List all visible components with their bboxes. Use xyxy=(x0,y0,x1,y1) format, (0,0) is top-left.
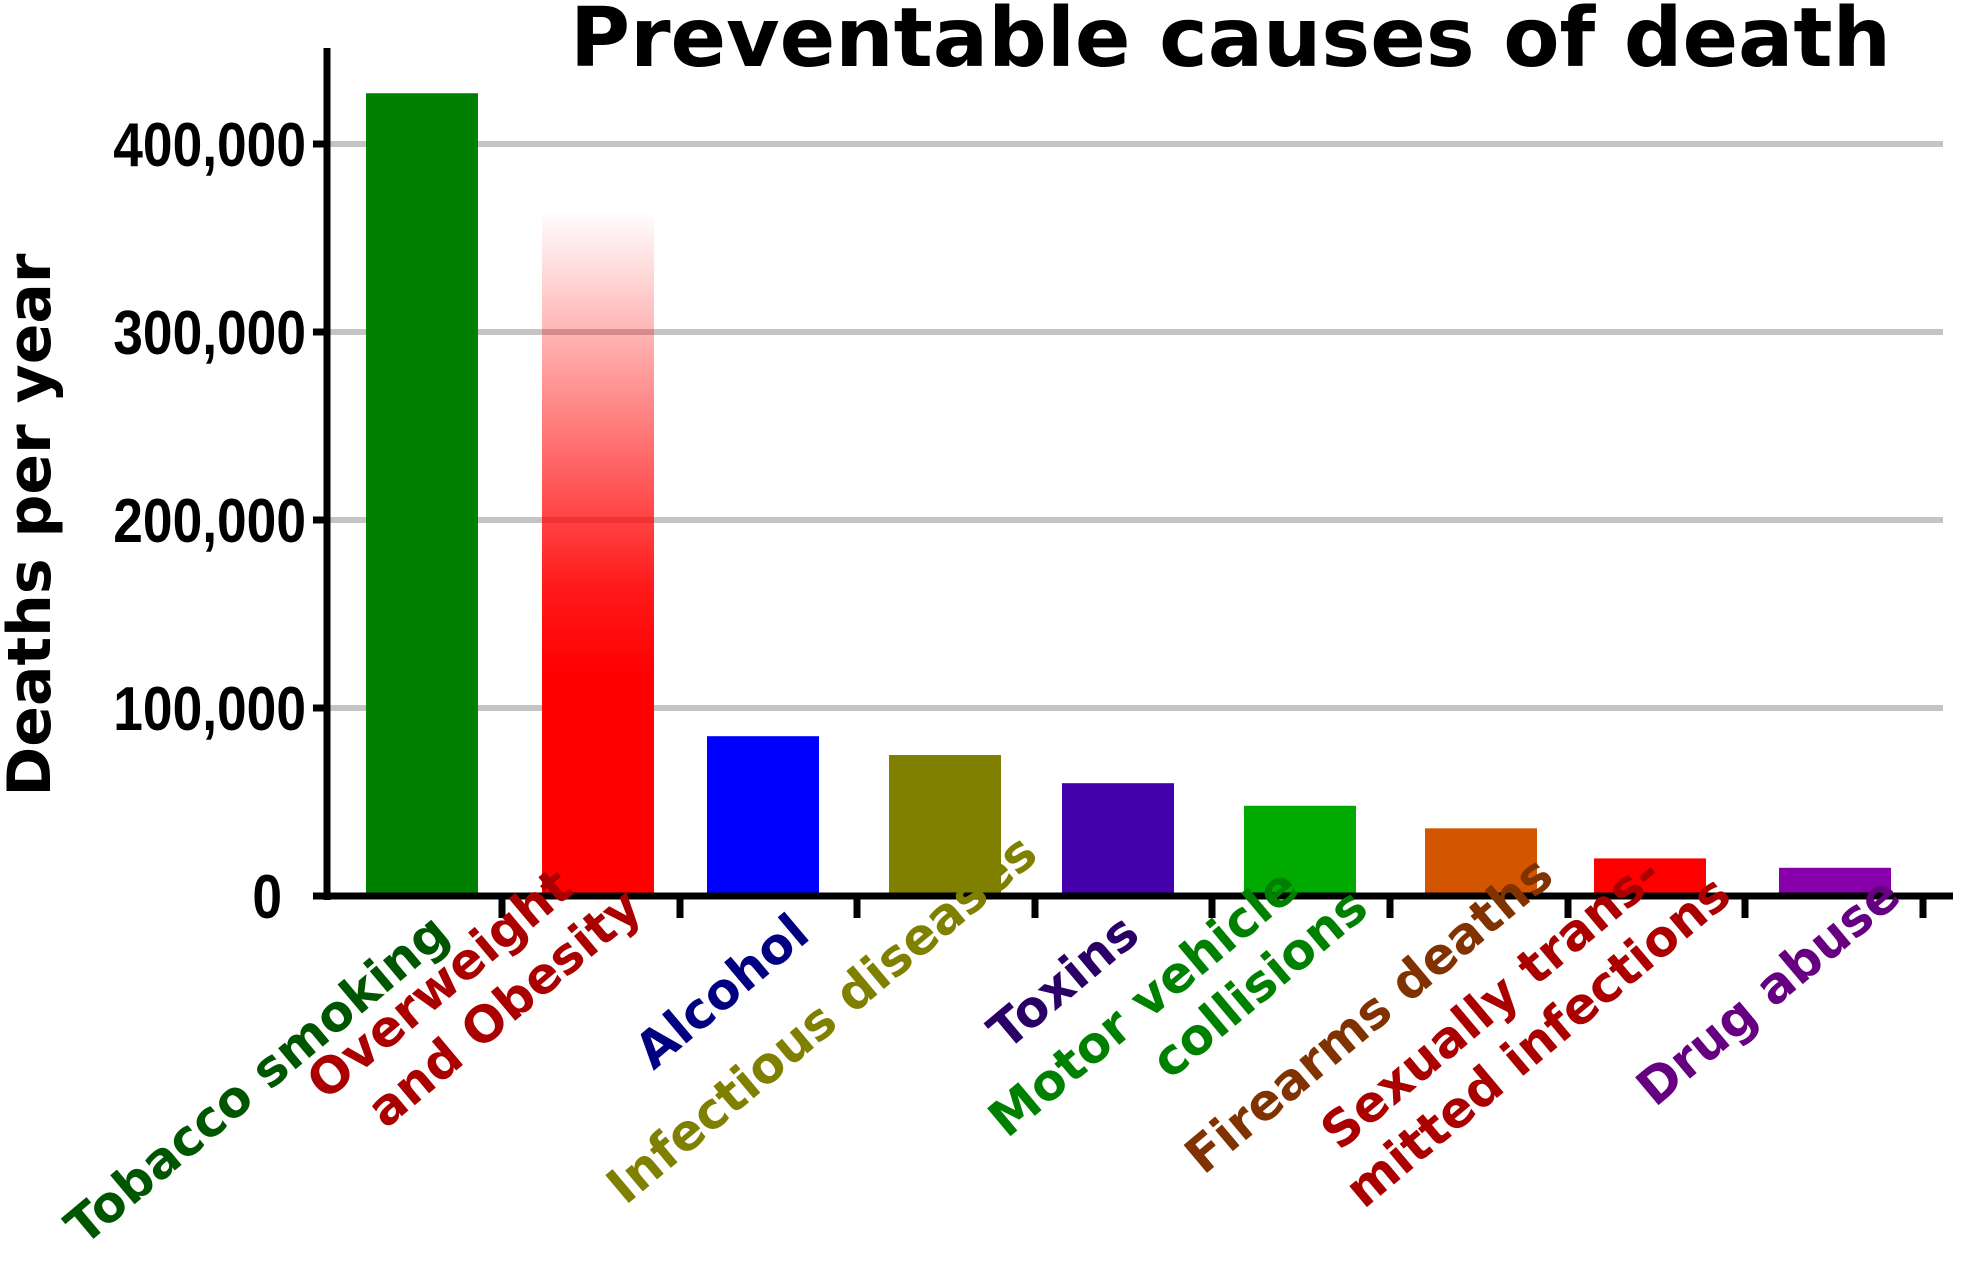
y-tick-labels: 0 100,000 200,000 300,000 400,000 xyxy=(113,111,306,932)
y-tick-label: 0 xyxy=(252,863,282,932)
y-tick-label: 400,000 xyxy=(113,111,306,180)
bar xyxy=(1244,805,1356,896)
axes xyxy=(313,48,1953,918)
chart-title: Preventable causes of death xyxy=(570,0,1891,86)
bar xyxy=(1594,858,1706,896)
bar xyxy=(366,93,478,897)
bar xyxy=(1779,867,1891,896)
bar xyxy=(542,209,654,897)
y-tick-label: 200,000 xyxy=(113,487,306,556)
bar xyxy=(707,736,819,896)
bar xyxy=(889,755,1001,896)
bar xyxy=(1425,828,1537,896)
y-axis-label: Deaths per year xyxy=(0,253,65,796)
bar xyxy=(1062,783,1174,896)
y-tick-label: 300,000 xyxy=(113,299,306,368)
bars xyxy=(366,93,1891,897)
y-tick-label: 100,000 xyxy=(113,675,306,744)
